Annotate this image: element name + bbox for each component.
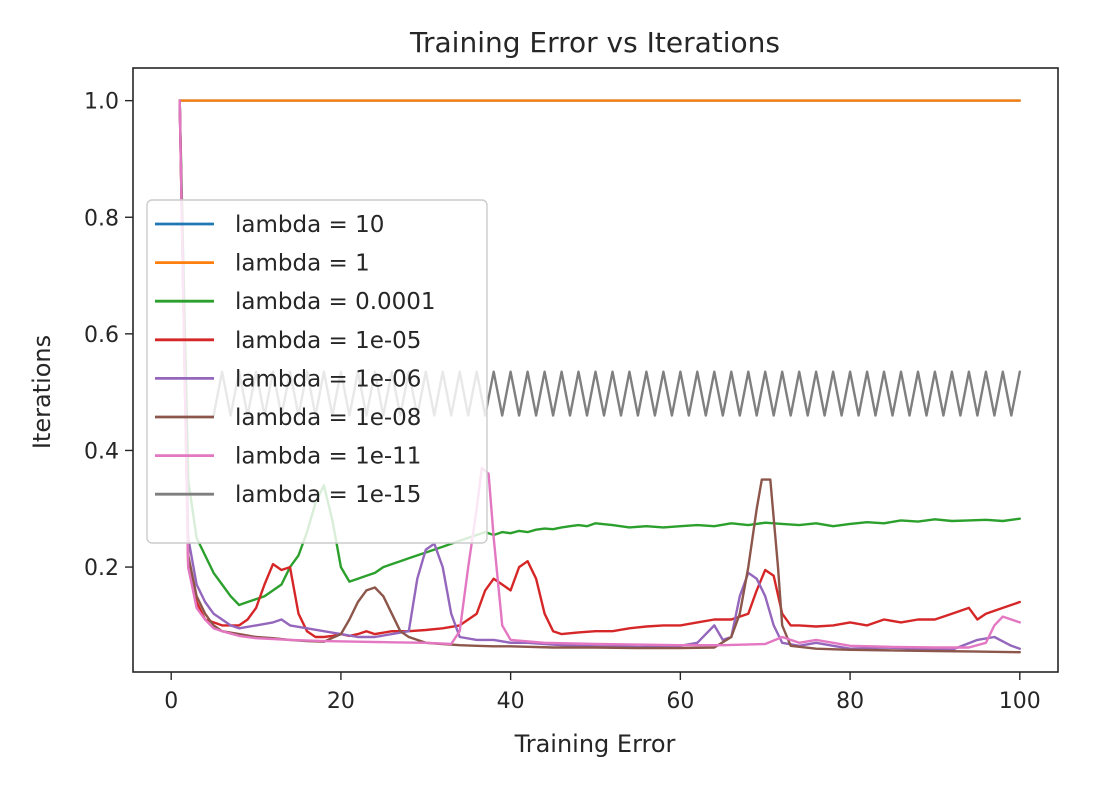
y-tick-label: 0.8 xyxy=(84,206,119,231)
y-tick-label: 0.2 xyxy=(84,556,119,581)
legend-box xyxy=(146,199,488,544)
y-tick-label: 1.0 xyxy=(84,90,119,115)
x-tick-label: 40 xyxy=(497,689,525,714)
chart-title: Training Error vs Iterations xyxy=(409,26,780,59)
legend-label-0: lambda = 10 xyxy=(235,212,384,238)
x-tick-label: 60 xyxy=(666,689,694,714)
x-tick-label: 20 xyxy=(327,689,355,714)
x-tick-label: 0 xyxy=(164,689,178,714)
plot-frame xyxy=(132,67,1059,673)
legend-label-4: lambda = 1e-06 xyxy=(235,366,421,392)
y-tick-label: 0.6 xyxy=(84,323,119,348)
legend-label-3: lambda = 1e-05 xyxy=(235,328,421,354)
legend-label-1: lambda = 1 xyxy=(235,251,370,277)
x-axis-label: Training Error xyxy=(514,730,676,758)
y-tick-label: 0.4 xyxy=(84,439,119,464)
legend: lambda = 10 lambda = 1 lambda = 0.0001 lamb… xyxy=(146,199,488,544)
series-line-3 xyxy=(178,99,1021,639)
x-tick-label: 100 xyxy=(999,689,1041,714)
legend-label-6: lambda = 1e-11 xyxy=(235,444,421,470)
plot-lines xyxy=(178,99,1021,654)
series-line-4 xyxy=(178,99,1021,651)
legend-label-7: lambda = 1e-15 xyxy=(235,482,421,508)
series-line-6 xyxy=(178,99,1021,649)
legend-label-5: lambda = 1e-08 xyxy=(235,405,421,431)
axes: 0 20 40 60 80 100 0.2 0.4 0.6 0.8 1.0 xyxy=(84,67,1059,714)
x-tick-label: 80 xyxy=(836,689,864,714)
y-axis-label: Iterations xyxy=(28,335,56,449)
legend-label-2: lambda = 0.0001 xyxy=(235,289,436,315)
